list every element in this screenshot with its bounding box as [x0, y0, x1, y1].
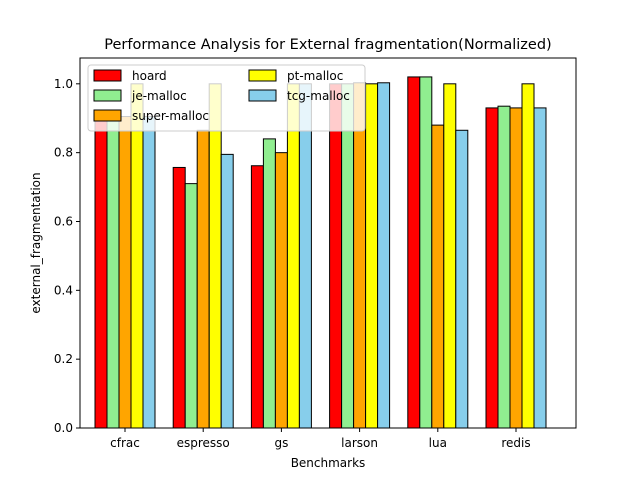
bar-super-malloc-lua: [431, 124, 445, 429]
legend-swatch-tcg-malloc: [248, 89, 277, 102]
bar-hoard-espresso: [172, 166, 186, 429]
chart-title: Performance Analysis for External fragme…: [104, 37, 551, 53]
x-tick-label-redis: redis: [501, 436, 530, 450]
axes-frame: [79, 57, 577, 429]
y-axis-ticks: 0.0 0.2 0.4 0.6 0.8 1.0: [54, 77, 80, 435]
legend-label-je-malloc: je-malloc: [131, 89, 187, 103]
bar-tcg-malloc-gs: [298, 83, 312, 429]
bar-je-malloc-redis: [497, 105, 511, 429]
bar-je-malloc-gs: [262, 138, 276, 429]
bar-hoard-larson: [329, 83, 343, 429]
legend-label-hoard: hoard: [132, 69, 167, 83]
bar-super-malloc-redis: [509, 107, 523, 429]
bar-pt-malloc-lua: [443, 83, 457, 429]
bar-hoard-redis: [485, 107, 499, 429]
legend: hoard je-malloc super-malloc pt-malloc tcg-m…: [87, 64, 366, 132]
legend-swatch-je-malloc: [93, 89, 122, 102]
bar-tcg-malloc-lua: [455, 129, 469, 429]
bar-super-malloc-gs: [274, 152, 288, 429]
bar-super-malloc-larson: [353, 82, 367, 429]
bar-pt-malloc-larson: [365, 83, 379, 429]
bar-je-malloc-lua: [419, 76, 433, 429]
bars-group: [94, 76, 547, 429]
x-axis-ticks: cfrac espresso gs larson lua redis: [110, 428, 531, 450]
bar-super-malloc-espresso: [196, 129, 210, 429]
bar-pt-malloc-gs: [286, 83, 300, 429]
bar-hoard-lua: [407, 76, 421, 429]
bar-hoard-gs: [250, 165, 264, 429]
bar-tcg-malloc-cfrac: [142, 116, 156, 429]
bar-super-malloc-cfrac: [118, 116, 132, 429]
legend-box: [87, 64, 366, 132]
bar-tcg-malloc-larson: [377, 82, 391, 429]
bar-je-malloc-espresso: [184, 183, 198, 429]
bar-tcg-malloc-espresso: [220, 153, 234, 429]
x-tick-label-cfrac: cfrac: [110, 436, 140, 450]
y-tick-label: 0.6: [54, 214, 73, 228]
bar-je-malloc-larson: [341, 83, 355, 429]
bar-tcg-malloc-redis: [533, 107, 547, 429]
y-tick-label: 1.0: [54, 77, 73, 91]
x-tick-label-espresso: espresso: [177, 436, 230, 450]
x-tick-label-larson: larson: [341, 436, 378, 450]
legend-label-pt-malloc: pt-malloc: [287, 69, 343, 83]
y-tick-label: 0.2: [54, 352, 73, 366]
bar-je-malloc-cfrac: [106, 117, 120, 429]
bar-pt-malloc-cfrac: [130, 83, 144, 429]
legend-label-super-malloc: super-malloc: [132, 109, 209, 123]
y-tick-label: 0.0: [54, 421, 73, 435]
y-tick-label: 0.8: [54, 146, 73, 160]
y-axis-label: external_fragmentation: [29, 172, 43, 313]
legend-label-tcg-malloc: tcg-malloc: [287, 89, 350, 103]
legend-swatch-super-malloc: [93, 109, 122, 122]
y-tick-label: 0.4: [54, 283, 73, 297]
x-axis-label: Benchmarks: [291, 456, 366, 470]
x-tick-label-lua: lua: [429, 436, 447, 450]
legend-swatch-pt-malloc: [248, 69, 277, 82]
bar-pt-malloc-espresso: [208, 83, 222, 429]
bar-hoard-cfrac: [94, 117, 108, 429]
bar-pt-malloc-redis: [521, 83, 535, 429]
legend-swatch-hoard: [93, 69, 122, 82]
x-tick-label-gs: gs: [274, 436, 288, 450]
